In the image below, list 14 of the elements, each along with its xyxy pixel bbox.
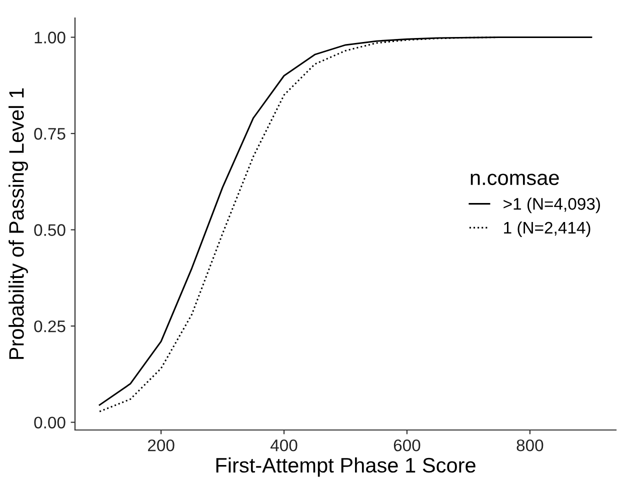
y-tick-label: 0.75	[34, 128, 66, 140]
y-tick-label: 0.00	[34, 416, 66, 428]
y-tick-label: 1.00	[34, 32, 66, 44]
legend-label: 1 (N=2,414)	[504, 221, 590, 237]
x-axis-title: First-Attempt Phase 1 Score	[216, 457, 476, 477]
y-tick-label: 0.25	[34, 320, 66, 332]
x-tick-label: 400	[270, 439, 298, 452]
x-tick-label: 800	[516, 439, 544, 452]
y-tick-label: 0.50	[34, 224, 66, 236]
legend-title: n.comsae	[470, 174, 559, 186]
legend-label: >1 (N=4,093)	[504, 198, 600, 214]
x-tick-label: 600	[394, 439, 420, 452]
y-axis-title: Probability of Passing Level 1	[8, 88, 28, 359]
x-tick-label: 200	[148, 439, 174, 452]
